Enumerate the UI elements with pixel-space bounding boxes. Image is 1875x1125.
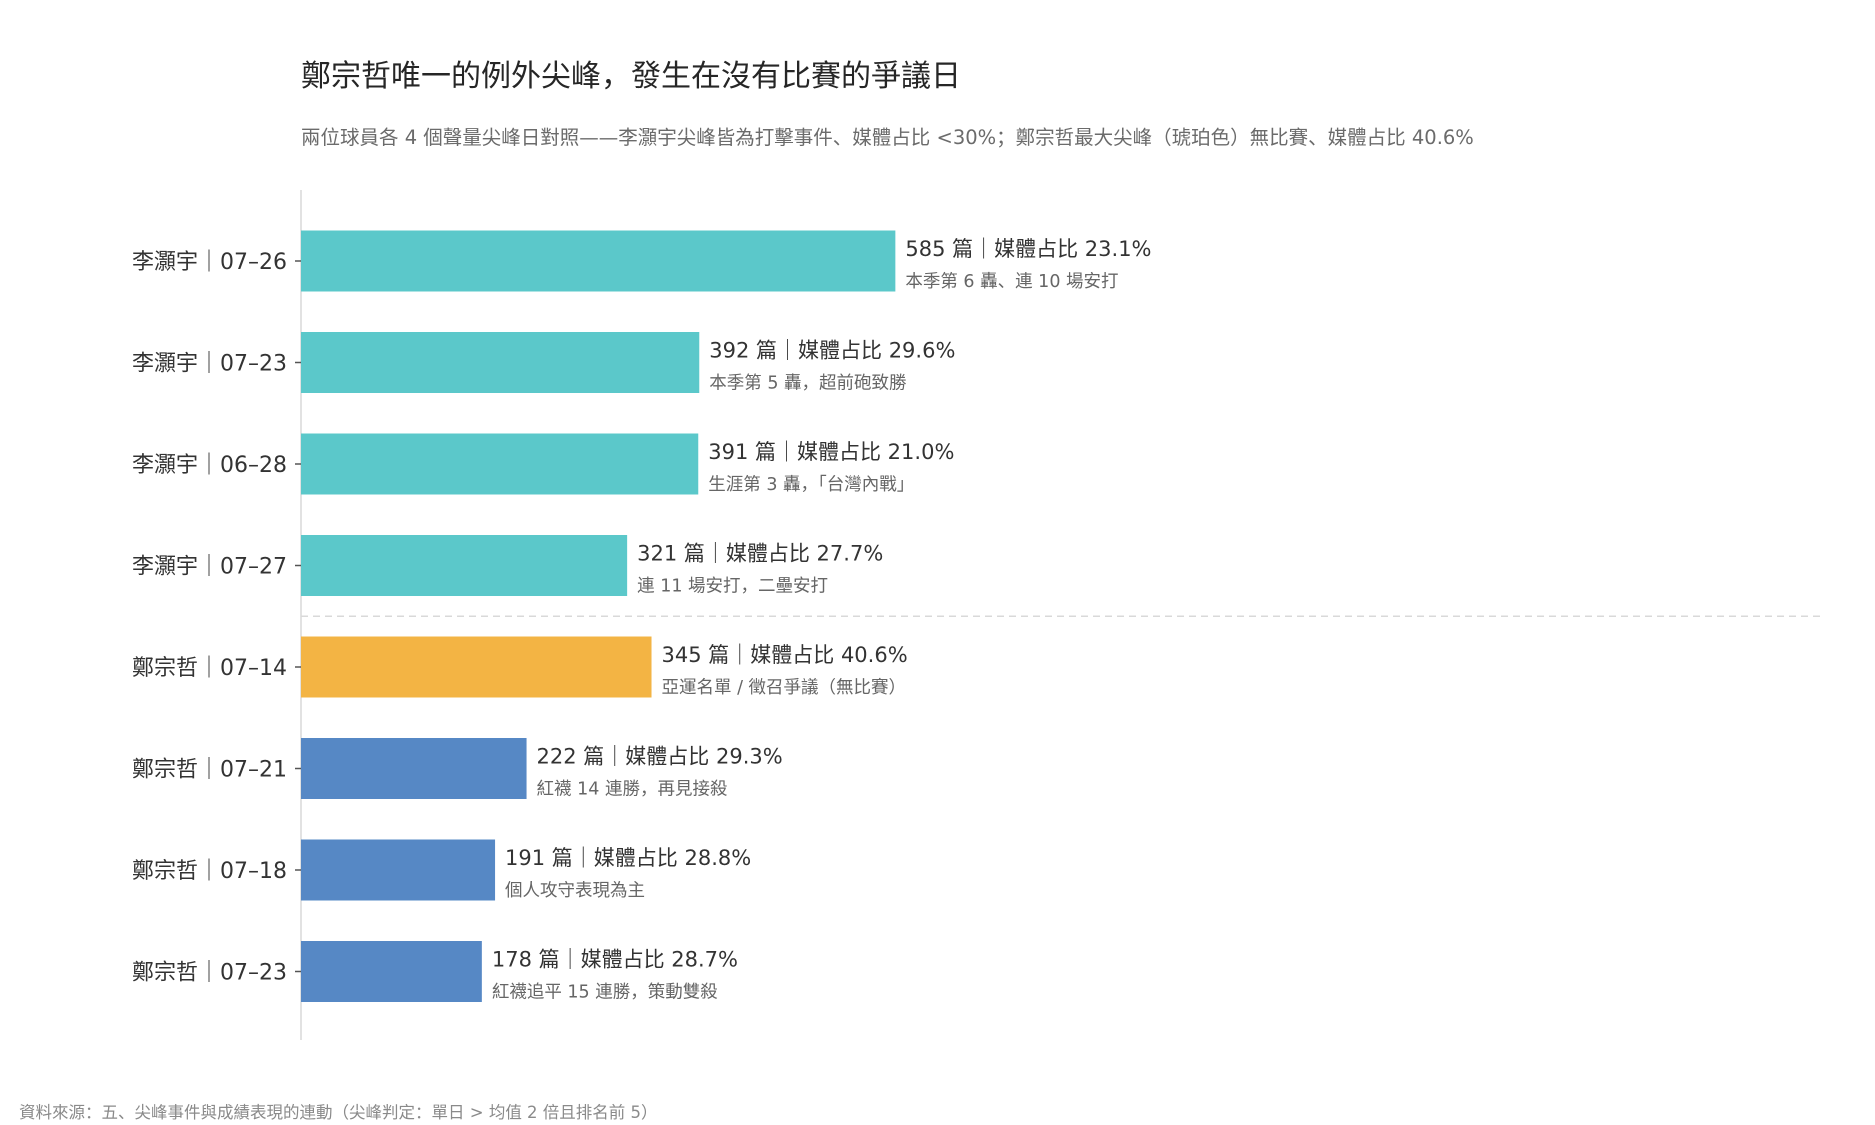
- y-tick-label: 李灝宇｜07–27: [132, 555, 287, 580]
- y-tick-label: 鄭宗哲｜07–23: [132, 961, 287, 986]
- bar: [301, 433, 699, 495]
- bar: [301, 636, 652, 698]
- annotation-label: 生涯第 3 轟，「台灣內戰」: [708, 475, 914, 495]
- annotation-label: 紅襪 14 連勝，再見接殺: [537, 780, 728, 800]
- y-tick-label: 鄭宗哲｜07–14: [132, 656, 287, 681]
- annotation-label: 本季第 5 轟，超前砲致勝: [709, 374, 906, 394]
- bar: [301, 941, 482, 1002]
- y-tick-label: 李灝宇｜07–26: [132, 250, 287, 275]
- y-tick-label: 李灝宇｜07–23: [132, 352, 287, 377]
- y-tick-label: 李灝宇｜06–28: [132, 453, 287, 478]
- annotation-label: 亞運名單 / 徵召爭議（無比賽）: [662, 677, 907, 698]
- annotation-label: 紅襪追平 15 連勝，策動雙殺: [492, 983, 718, 1003]
- value-label: 191 篇｜媒體占比 28.8%: [505, 846, 751, 870]
- bar: [301, 230, 896, 292]
- annotation-label: 個人攻守表現為主: [505, 881, 645, 901]
- source-note: 資料來源：五、尖峰事件與成績表現的連動（尖峰判定：單日 > 均值 2 倍且排名前…: [19, 1103, 658, 1122]
- bar: [301, 535, 628, 596]
- annotation-label: 連 11 場安打，二壘安打: [637, 577, 828, 597]
- value-label: 222 篇｜媒體占比 29.3%: [537, 745, 783, 769]
- y-tick-label: 鄭宗哲｜07–18: [132, 859, 287, 884]
- value-label: 392 篇｜媒體占比 29.6%: [709, 339, 955, 363]
- value-label: 321 篇｜媒體占比 27.7%: [637, 542, 883, 566]
- value-label: 345 篇｜媒體占比 40.6%: [662, 643, 908, 667]
- value-label: 178 篇｜媒體占比 28.7%: [492, 948, 738, 972]
- chart-title: 鄭宗哲唯一的例外尖峰，發生在沒有比賽的爭議日: [301, 59, 961, 94]
- y-tick-label: 鄭宗哲｜07–21: [132, 758, 287, 783]
- bar: [301, 332, 700, 393]
- bar: [301, 738, 527, 799]
- value-label: 585 篇｜媒體占比 23.1%: [905, 237, 1151, 261]
- annotation-label: 本季第 6 轟、連 10 場安打: [905, 272, 1118, 292]
- chart-subtitle: 兩位球員各 4 個聲量尖峰日對照——李灝宇尖峰皆為打擊事件、媒體占比 <30%；…: [301, 126, 1474, 149]
- value-label: 391 篇｜媒體占比 21.0%: [708, 440, 954, 464]
- bar: [301, 839, 496, 901]
